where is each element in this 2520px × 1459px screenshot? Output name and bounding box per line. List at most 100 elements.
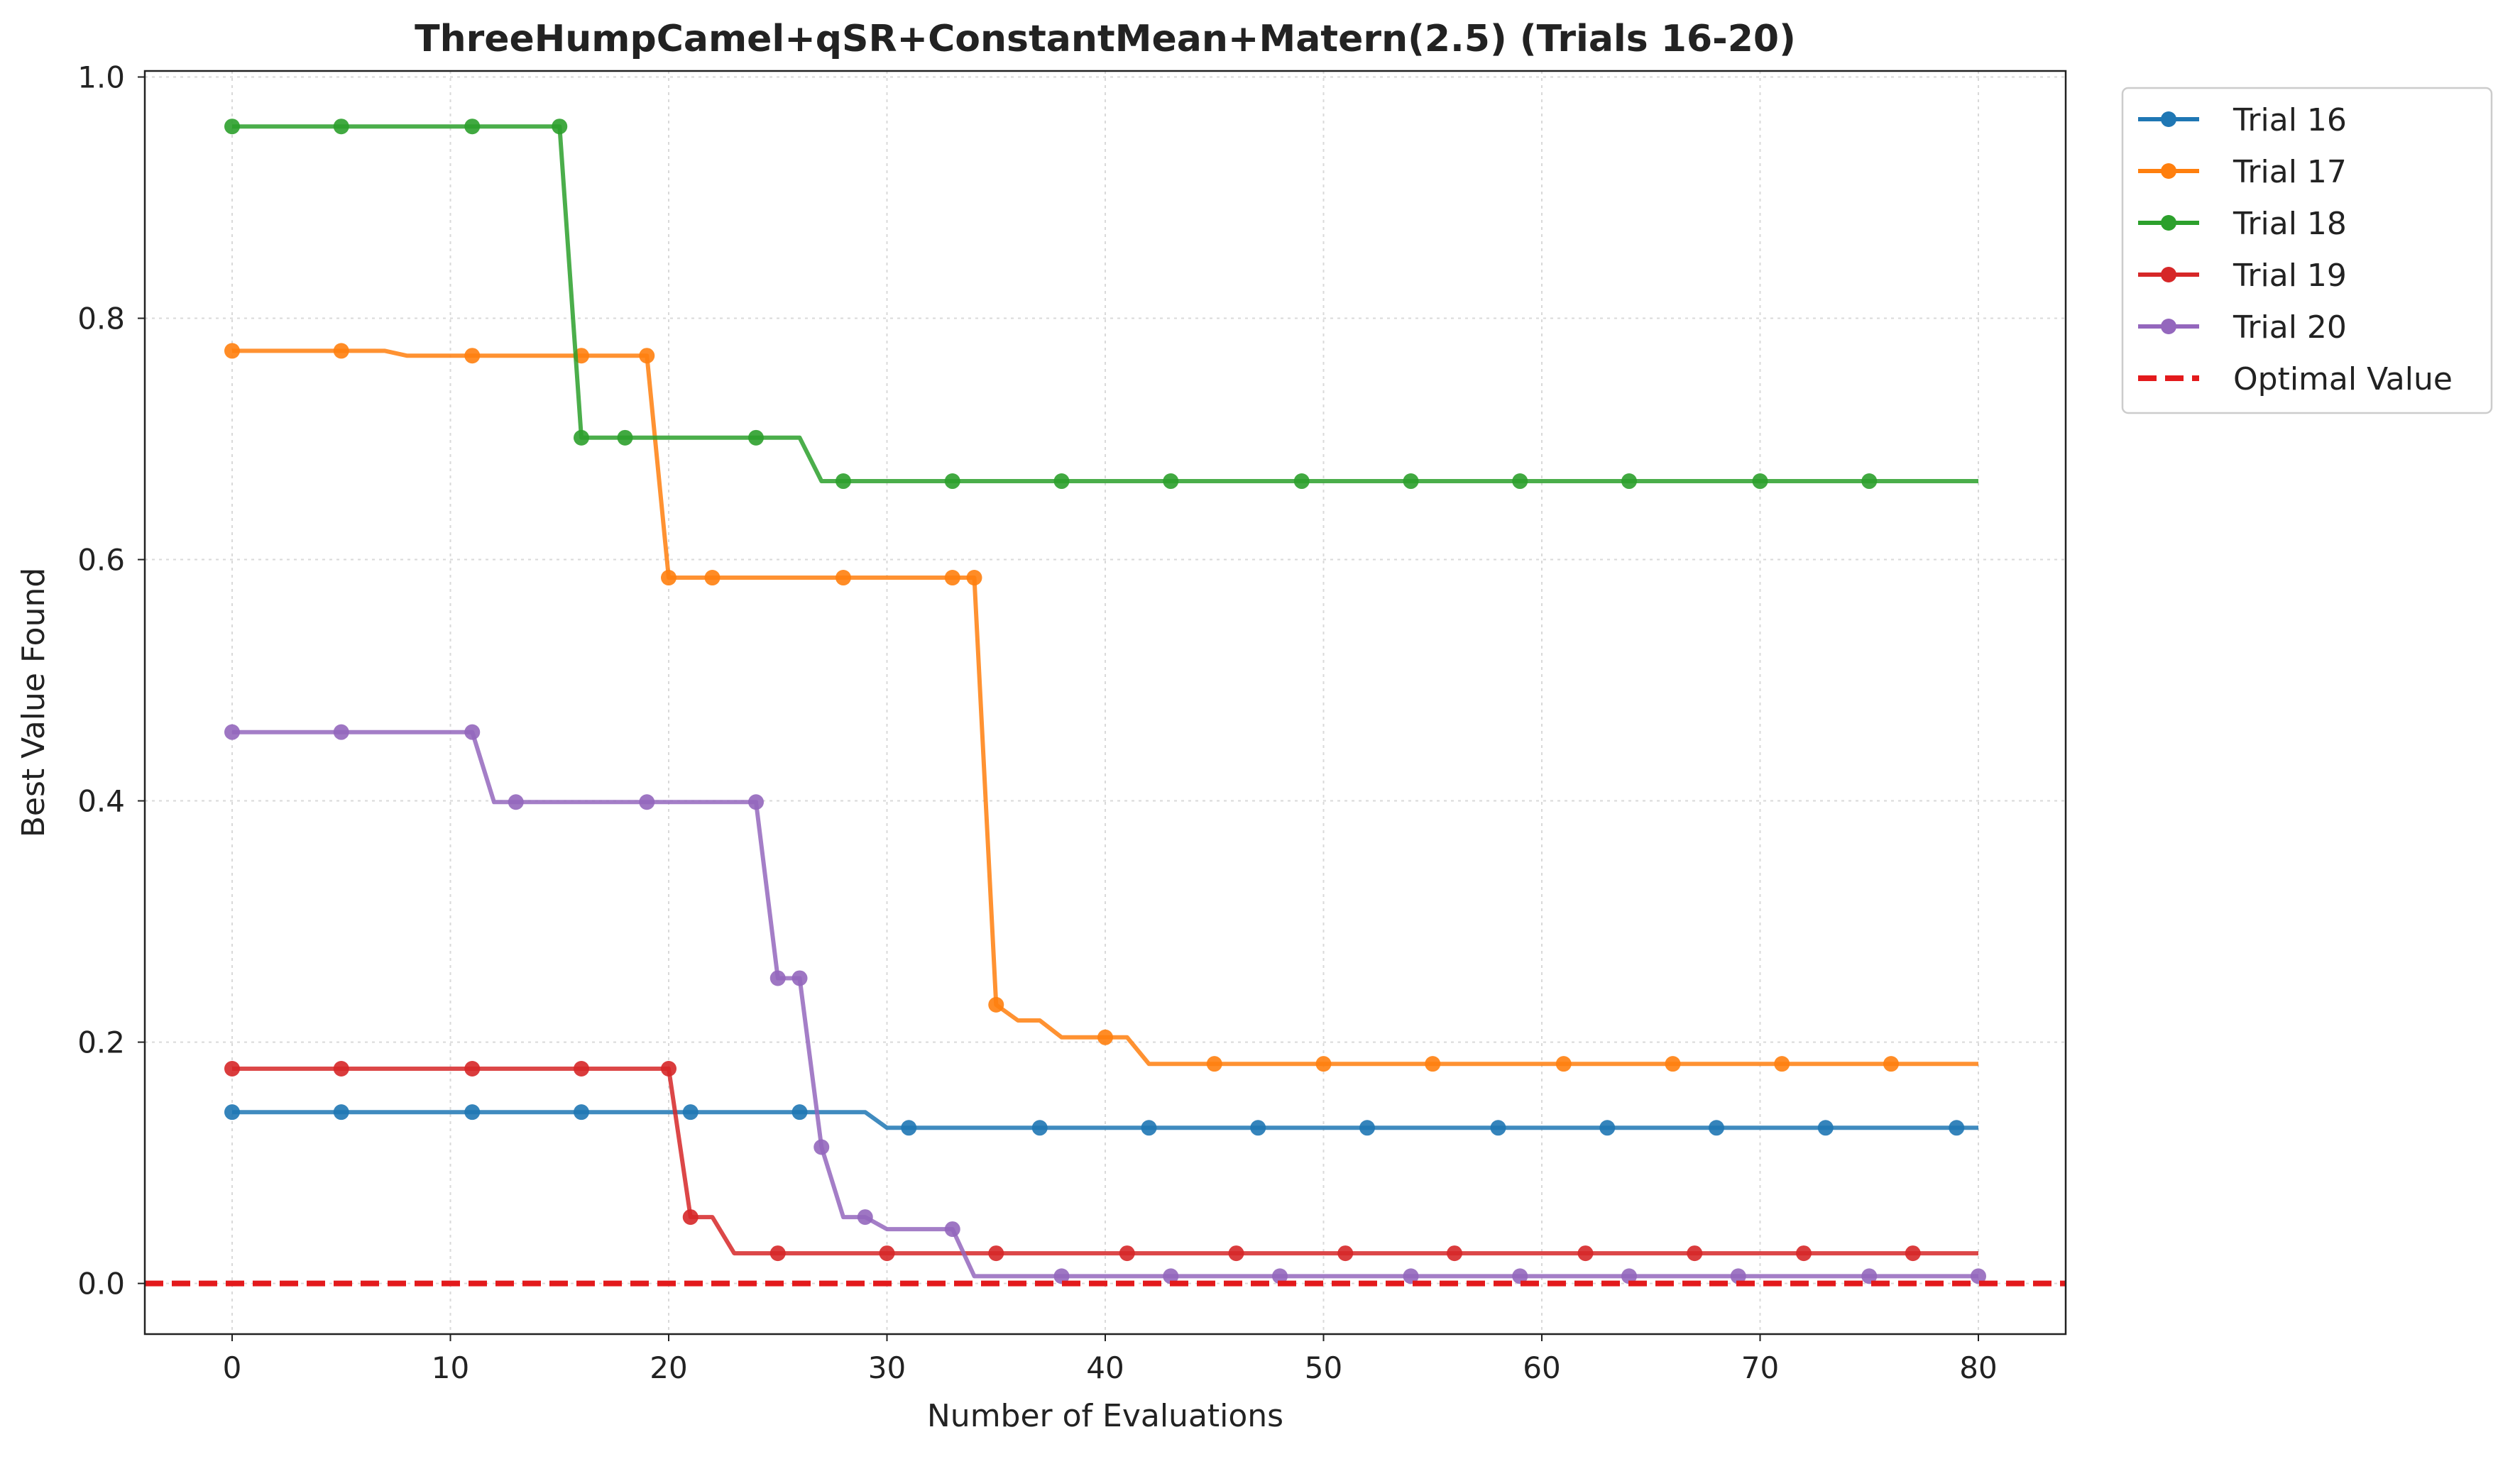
data-point	[1949, 1120, 1965, 1136]
legend-label: Trial 16	[2233, 102, 2347, 138]
x-tick-label: 60	[1523, 1350, 1560, 1385]
data-point	[1555, 1056, 1572, 1072]
data-point	[661, 1060, 676, 1077]
x-tick-label: 50	[1305, 1350, 1342, 1385]
data-point	[464, 348, 481, 364]
data-point	[836, 473, 851, 490]
data-point	[1577, 1245, 1594, 1262]
data-point	[333, 119, 349, 135]
legend-marker-swatch	[2161, 319, 2176, 334]
data-point	[1883, 1056, 1899, 1072]
series-line	[232, 124, 1978, 483]
data-point	[224, 724, 240, 740]
data-point	[944, 473, 960, 490]
y-tick-label: 0.8	[77, 302, 125, 336]
legend-box	[2121, 87, 2493, 414]
data-point	[552, 119, 568, 135]
data-point	[1512, 473, 1528, 490]
y-tick-label: 0.2	[77, 1025, 125, 1060]
data-point	[1293, 473, 1310, 490]
data-point	[574, 1104, 589, 1121]
data-point	[639, 794, 655, 810]
data-point	[1425, 1056, 1441, 1072]
data-point	[333, 1104, 349, 1121]
data-point	[1861, 473, 1878, 490]
series-trial-18	[224, 119, 1978, 490]
legend-label: Trial 18	[2233, 206, 2347, 242]
series-layer	[145, 119, 2066, 1287]
legend-marker-swatch	[2161, 215, 2176, 231]
data-point	[791, 970, 808, 986]
data-point	[769, 1245, 786, 1262]
data-point	[966, 570, 982, 586]
legend-marker-swatch	[2161, 111, 2176, 127]
data-point	[464, 724, 481, 740]
data-point	[682, 1209, 699, 1226]
data-point	[639, 348, 655, 364]
legend-label: Trial 20	[2233, 309, 2347, 346]
data-point	[1359, 1120, 1375, 1136]
data-point	[879, 1245, 895, 1262]
data-point	[224, 1104, 240, 1121]
data-point	[1337, 1245, 1354, 1262]
series-line	[232, 348, 1978, 1067]
series-trial-19	[224, 1060, 1978, 1262]
data-point	[1272, 1268, 1288, 1284]
y-tick-label: 0.6	[77, 543, 125, 578]
data-point	[464, 1104, 481, 1121]
data-point	[988, 1245, 1004, 1262]
y-tick-label: 0.4	[77, 784, 125, 819]
data-point	[1599, 1120, 1616, 1136]
data-point	[769, 970, 786, 986]
data-point	[1315, 1056, 1332, 1072]
data-point	[682, 1104, 699, 1121]
data-point	[574, 429, 589, 446]
data-point	[791, 1104, 808, 1121]
legend-entry: Trial 19	[2138, 258, 2347, 294]
data-point	[1905, 1245, 1921, 1262]
data-point	[1817, 1120, 1834, 1136]
axes: 0 10 20 30 40 50 60 70 80 0.0 0.2 0.4 0.6 0.8 1.0	[77, 60, 1998, 1385]
data-point	[1163, 473, 1179, 490]
x-tick-label: 0	[223, 1350, 242, 1385]
data-point	[1621, 473, 1637, 490]
data-point	[1206, 1056, 1222, 1072]
data-point	[1141, 1120, 1157, 1136]
data-point	[1250, 1120, 1266, 1136]
legend-label: Trial 17	[2233, 154, 2347, 190]
data-point	[333, 343, 349, 359]
x-tick-label: 70	[1741, 1350, 1779, 1385]
legend-entry: Trial 18	[2138, 206, 2347, 242]
data-point	[1621, 1268, 1637, 1284]
x-tick-label: 80	[1959, 1350, 1997, 1385]
data-point	[1119, 1245, 1135, 1262]
data-point	[574, 1060, 589, 1077]
data-point	[661, 570, 676, 586]
data-point	[1709, 1120, 1724, 1136]
data-point	[857, 1209, 873, 1226]
data-point	[944, 1221, 960, 1238]
y-axis-label: Best Value Found	[16, 568, 52, 838]
data-point	[1097, 1029, 1113, 1045]
series-trial-16	[224, 1104, 1978, 1136]
legend-label: Trial 19	[2233, 258, 2347, 294]
data-point	[1053, 1268, 1070, 1284]
chart-title: ThreeHumpCamel+qSR+ConstantMean+Matern(2…	[415, 18, 1796, 60]
data-point	[1774, 1056, 1790, 1072]
x-tick-label: 30	[868, 1350, 906, 1385]
data-point	[1730, 1268, 1746, 1284]
data-point	[901, 1120, 917, 1136]
legend-marker-swatch	[2161, 267, 2176, 282]
data-point	[1447, 1245, 1462, 1262]
data-point	[1228, 1245, 1244, 1262]
data-point	[748, 429, 764, 446]
data-point	[617, 429, 633, 446]
legend-marker-swatch	[2161, 163, 2176, 179]
data-point	[1861, 1268, 1878, 1284]
series-trial-17	[224, 343, 1978, 1072]
data-point	[224, 343, 240, 359]
data-point	[464, 1060, 481, 1077]
